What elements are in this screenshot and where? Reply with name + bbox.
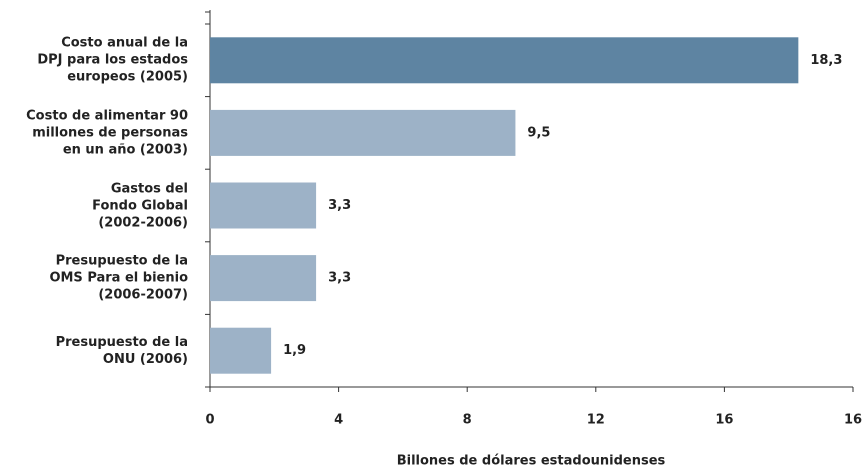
bar — [210, 255, 317, 302]
y-tick-label: Presupuesto de la ONU (2006) — [55, 334, 188, 367]
bar — [210, 37, 799, 84]
bar — [210, 109, 516, 156]
value-label: 9,5 — [527, 125, 550, 140]
bar — [210, 182, 317, 229]
value-label: 18,3 — [810, 53, 842, 68]
x-tick-label: 0 — [205, 413, 214, 428]
x-tick-label: 8 — [463, 413, 472, 428]
x-tick-label: 16 — [715, 413, 733, 428]
value-label: 3,3 — [328, 271, 351, 286]
y-tick-label: Costo anual de la DPJ para los estados e… — [37, 35, 188, 85]
y-tick-label: Presupuesto de la OMS Para el bienio (20… — [49, 253, 188, 303]
value-label: 3,3 — [328, 198, 351, 213]
x-axis-label: Billones de dólares estadounidenses — [397, 454, 666, 469]
value-label: 1,9 — [283, 343, 306, 358]
x-tick-label: 4 — [334, 413, 343, 428]
y-tick-label: Gastos del Fondo Global (2002-2006) — [92, 181, 188, 230]
y-tick-label: Costo de alimentar 90 millones de person… — [26, 108, 188, 158]
bar — [210, 327, 272, 374]
x-tick-label: 16 — [844, 413, 862, 428]
x-tick-label: 12 — [587, 413, 605, 428]
